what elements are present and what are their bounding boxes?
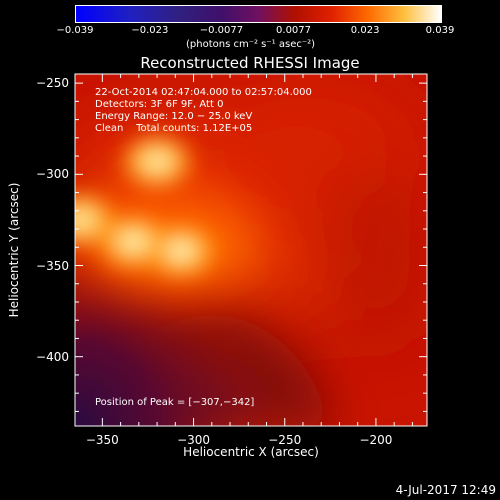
y-axis-label: Heliocentric Y (arcsec) xyxy=(7,182,21,318)
y-tick-label: −250 xyxy=(36,76,69,91)
method-counts-label: Clean Total counts: 1.12E+05 xyxy=(95,123,253,134)
colorbar-tick: −0.0077 xyxy=(199,25,244,36)
energy-range-label: Energy Range: 12.0 − 25.0 keV xyxy=(95,111,253,122)
detectors-label: Detectors: 3F 6F 9F, Att 0 xyxy=(95,99,224,110)
time-range-label: 22-Oct-2014 02:47:04.000 to 02:57:04.000 xyxy=(95,87,312,98)
colorbar-tick: −0.023 xyxy=(131,25,169,36)
y-tick-label: −350 xyxy=(36,258,69,273)
x-tick-label: −200 xyxy=(359,433,393,447)
x-tick-label: −300 xyxy=(177,433,211,447)
colorbar-tick: 0.039 xyxy=(425,25,455,36)
source-blob xyxy=(122,233,144,250)
plot-area: 22-Oct-2014 02:47:04.000 to 02:57:04.000… xyxy=(75,74,427,426)
colorbar-tick: 0.023 xyxy=(350,25,380,36)
colorbar-unit-label: (photons cm⁻² s⁻¹ asec⁻²) xyxy=(186,39,316,50)
peak-position-label: Position of Peak = [−307,−342] xyxy=(95,397,255,408)
render-date: 4-Jul-2017 12:49 xyxy=(395,483,496,497)
y-tick-label: −300 xyxy=(36,167,69,182)
y-tick-label: −400 xyxy=(36,349,69,364)
chart-title: Reconstructed RHESSI Image xyxy=(140,54,360,72)
colorbar-tick: 0.0077 xyxy=(276,25,312,36)
x-tick-label: −250 xyxy=(268,433,302,447)
colorbar xyxy=(75,5,442,23)
colorbar-tick: −0.039 xyxy=(56,25,94,36)
x-tick-label: −350 xyxy=(85,433,119,447)
source-blob xyxy=(170,242,192,259)
source-blob xyxy=(146,153,168,170)
x-axis-label: Heliocentric X (arcsec) xyxy=(183,445,319,459)
